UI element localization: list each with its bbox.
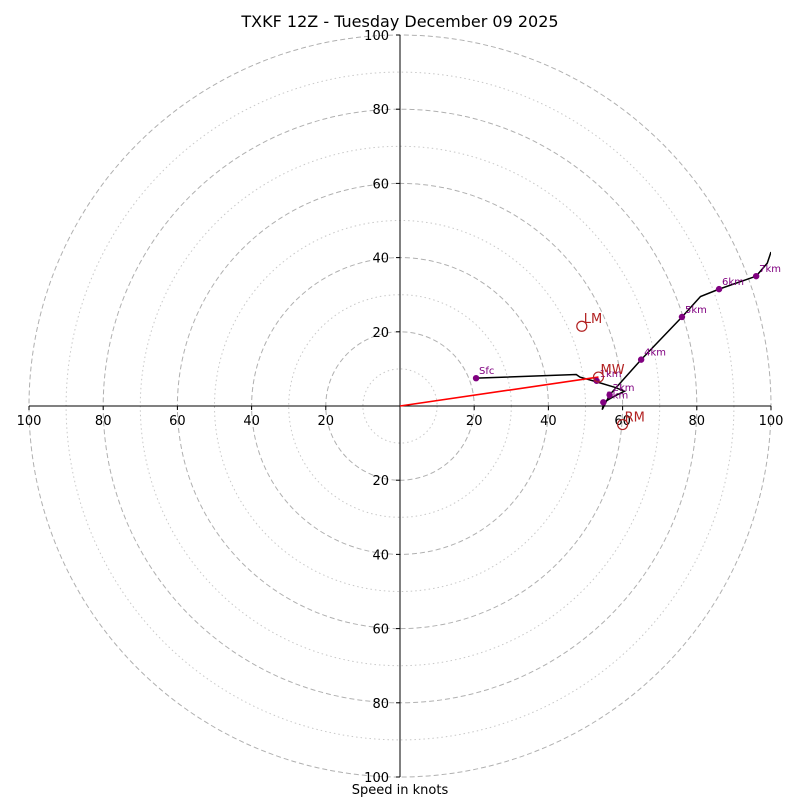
level-label-4km: 4km <box>644 348 666 359</box>
level-point-2km <box>606 391 613 399</box>
level-label-1km: 1km <box>600 369 622 380</box>
level-label-sfc: Sfc <box>479 366 494 377</box>
y-tick-label: 80 <box>372 103 389 118</box>
hodograph-trace-layer <box>476 251 771 411</box>
y-tick-label: 40 <box>372 252 389 267</box>
y-tick-label: 100 <box>364 29 389 44</box>
level-point-5km <box>678 313 686 321</box>
storm-motion-marker-lm <box>576 320 588 332</box>
x-axis-label: Speed in knots <box>351 783 449 798</box>
storm-motion-marker-rm <box>616 418 629 431</box>
mean-wind-vector-layer <box>399 376 599 407</box>
x-tick-label: 80 <box>689 414 706 429</box>
storm-motion-label-mw: MW <box>600 363 624 378</box>
x-tick-label: 100 <box>759 414 784 429</box>
storm-motion-label-lm: LM <box>584 312 602 327</box>
level-point-4km <box>637 356 645 363</box>
level-point-3km <box>600 399 607 406</box>
level-point-6km <box>715 285 723 293</box>
chart-title: TXKF 12Z - Tuesday December 09 2025 <box>241 12 559 31</box>
mean-wind-vector <box>399 376 599 407</box>
level-label-7km: 7km <box>759 264 781 275</box>
level-label-5km: 5km <box>685 305 707 316</box>
storm-motion-layer: LM MW RM <box>576 312 645 431</box>
level-point-7km <box>752 272 760 280</box>
y-tick-label: 20 <box>372 474 389 489</box>
storm-motion-marker-mw <box>592 371 605 383</box>
y-tick-label: 60 <box>372 177 389 192</box>
y-tick-label: 20 <box>372 326 389 341</box>
x-tick-label: 20 <box>318 414 335 429</box>
x-tick-label: 20 <box>466 414 483 429</box>
level-label-2km: 2km <box>613 383 635 394</box>
y-tick-label: 100 <box>364 771 389 786</box>
level-label-6km: 6km <box>722 277 744 288</box>
x-tick-label: 60 <box>614 414 631 429</box>
x-tick-label: 40 <box>540 414 557 429</box>
y-tick-label: 80 <box>372 697 389 712</box>
level-label-3km: 3km <box>606 390 628 401</box>
axis-tick-labels: 100 100 80 80 60 60 40 40 20 20 20 20 40 40 60 60 80 80 10… <box>17 29 784 786</box>
x-tick-label: 100 <box>17 414 42 429</box>
y-tick-label: 60 <box>372 623 389 638</box>
y-tick-label: 40 <box>372 548 389 563</box>
x-tick-label: 40 <box>243 414 260 429</box>
storm-motion-label-rm: RM <box>625 411 645 426</box>
x-tick-label: 60 <box>169 414 186 429</box>
hodograph-trace-line <box>476 251 771 411</box>
level-point-sfc <box>472 374 480 382</box>
x-tick-label: 80 <box>95 414 112 429</box>
